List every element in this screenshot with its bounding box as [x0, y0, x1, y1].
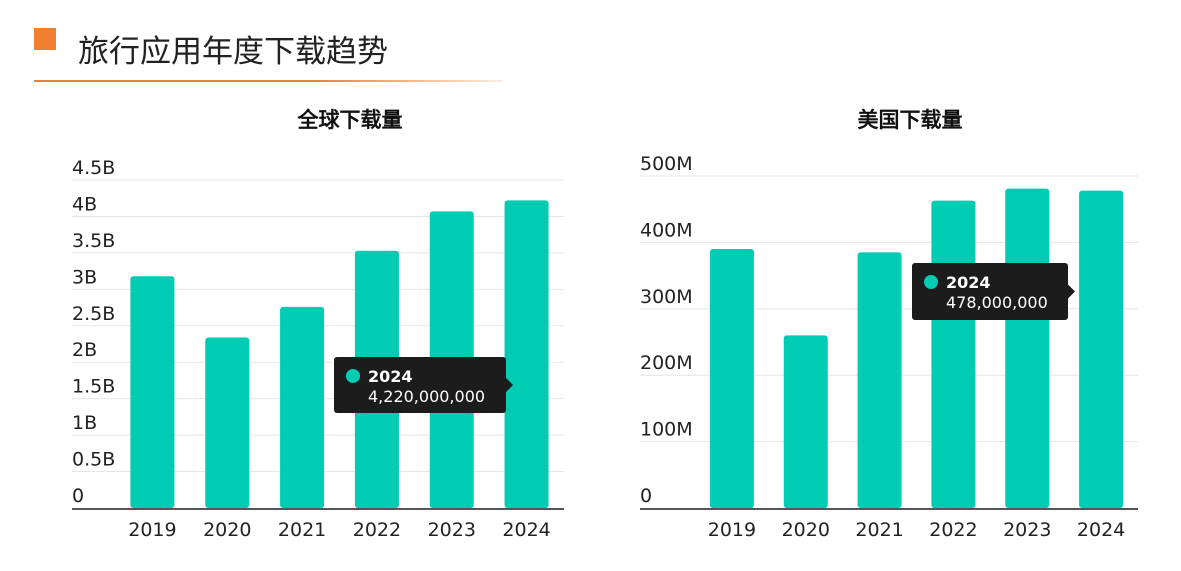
global-tooltip-category: 2024 — [368, 367, 413, 386]
us-y-tick-label: 200M — [640, 352, 693, 374]
us-tooltip-arrow — [1068, 284, 1075, 299]
title-divider — [34, 80, 502, 82]
us-bar — [857, 252, 902, 508]
global-x-tick-label: 2020 — [203, 519, 251, 541]
us-bar — [783, 335, 828, 508]
global-x-tick-label: 2022 — [353, 519, 401, 541]
global-y-tick-label: 3B — [72, 266, 97, 288]
us-x-tick-label: 2022 — [929, 519, 977, 541]
global-y-tick-label: 3.5B — [72, 230, 115, 252]
global-x-tick-label: 2019 — [128, 519, 176, 541]
global-bar — [205, 337, 250, 508]
us-tooltip-category: 2024 — [946, 273, 991, 292]
us-x-tick-label: 2021 — [855, 519, 903, 541]
global-y-tick-label: 4B — [72, 193, 97, 215]
global-x-tick-label: 2024 — [502, 519, 550, 541]
us-tooltip-value: 478,000,000 — [946, 293, 1048, 312]
us-y-tick-label: 0 — [640, 485, 652, 507]
us-y-tick-label: 100M — [640, 419, 693, 441]
global-tooltip-value: 4,220,000,000 — [368, 387, 485, 406]
global-y-tick-label: 0.5B — [72, 449, 115, 471]
us-tooltip-series-dot — [924, 275, 938, 289]
page-title: 旅行应用年度下载趋势 — [78, 34, 388, 70]
global-y-tick-label: 2B — [72, 339, 97, 361]
global-tooltip-series-dot — [346, 369, 360, 383]
global-bar — [504, 200, 549, 509]
us-x-tick-label: 2023 — [1003, 519, 1051, 541]
us-x-tick-label: 2020 — [782, 519, 830, 541]
global-chart-title: 全球下载量 — [297, 108, 403, 132]
global-bar — [280, 306, 325, 508]
global-x-tick-label: 2021 — [278, 519, 326, 541]
us-bar — [931, 200, 976, 508]
us-y-tick-label: 300M — [640, 286, 693, 308]
global-y-tick-label: 2.5B — [72, 303, 115, 325]
us-x-tick-label: 2024 — [1077, 519, 1125, 541]
global-y-tick-label: 1.5B — [72, 376, 115, 398]
global-y-tick-label: 0 — [72, 485, 84, 507]
us-x-tick-label: 2019 — [708, 519, 756, 541]
us-y-tick-label: 400M — [640, 219, 693, 241]
global-y-tick-label: 4.5B — [72, 157, 115, 179]
global-x-tick-label: 2023 — [428, 519, 476, 541]
global-tooltip-box — [334, 357, 506, 413]
title-accent-square — [34, 28, 56, 50]
us-y-tick-label: 500M — [640, 153, 693, 175]
us-chart-title: 美国下载量 — [858, 108, 963, 132]
global-tooltip-arrow — [506, 378, 513, 392]
us-bar — [1079, 190, 1124, 508]
us-bar — [709, 249, 754, 509]
us-bar — [1005, 188, 1050, 508]
us-tooltip-box — [912, 263, 1068, 320]
global-bar — [130, 276, 175, 508]
global-y-tick-label: 1B — [72, 412, 97, 434]
